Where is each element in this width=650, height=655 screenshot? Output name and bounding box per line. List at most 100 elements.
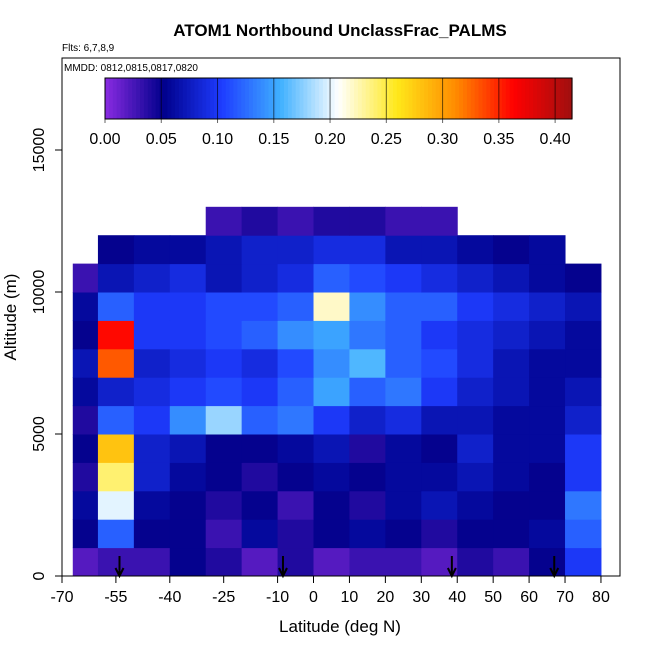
heatmap-cell <box>72 547 99 577</box>
colorbar-segment <box>295 78 301 119</box>
colorbar-segment <box>548 78 554 119</box>
colorbar-segment <box>217 78 223 119</box>
colorbar-segment <box>112 78 118 119</box>
colorbar-segment <box>175 78 180 119</box>
heatmap-cell <box>385 490 422 520</box>
colorbar-segment <box>447 78 452 119</box>
colorbar-segment <box>482 78 487 119</box>
colorbar-segment <box>272 78 277 119</box>
colorbar-segment <box>540 78 546 119</box>
colorbar-segment <box>494 78 499 119</box>
heatmap-cell <box>385 462 422 492</box>
colorbar-segment <box>404 78 410 119</box>
colorbar-segment <box>268 78 273 119</box>
heatmap-cell <box>133 547 171 577</box>
heatmap-cell <box>277 235 315 265</box>
colorbar-segment <box>459 78 464 119</box>
heatmap-cell <box>565 490 602 520</box>
colorbar-segment <box>400 78 406 119</box>
colorbar-segment <box>233 78 238 119</box>
x-tick-label: 70 <box>556 589 574 606</box>
heatmap-cell <box>493 348 530 378</box>
colorbar-segment <box>478 78 484 119</box>
colorbar-tick-label: 0.05 <box>146 131 177 148</box>
colorbar-tick-label: 0.20 <box>314 131 345 148</box>
x-tick-label: -25 <box>212 589 235 606</box>
heatmap-cell <box>169 320 207 350</box>
colorbar-tick-label: 0.25 <box>371 131 402 148</box>
colorbar-segment <box>486 78 491 119</box>
colorbar-tick-label: 0.10 <box>202 131 233 148</box>
colorbar-segment <box>501 78 507 119</box>
heatmap-cell <box>72 405 99 435</box>
heatmap-cell <box>97 292 135 321</box>
heatmap-cell <box>349 263 386 293</box>
heatmap-cell <box>457 462 494 492</box>
heatmap-cell <box>205 434 243 463</box>
colorbar-segment <box>533 78 538 119</box>
heatmap-cell <box>169 434 207 463</box>
heatmap-cell <box>529 405 566 435</box>
heatmap-cell <box>457 292 494 321</box>
colorbar-segment <box>365 78 371 119</box>
heatmap-cell <box>349 462 386 492</box>
colorbar-segment <box>105 78 110 119</box>
colorbar-segment <box>330 78 336 119</box>
heatmap-cell <box>421 320 458 350</box>
heatmap-cell <box>313 292 350 321</box>
heatmap-cell <box>529 320 566 350</box>
heatmap-cell <box>97 462 135 492</box>
heatmap-cell <box>313 462 350 492</box>
heatmap-cell <box>349 377 386 407</box>
heatmap-cell <box>205 263 243 293</box>
heatmap-cell <box>385 434 422 463</box>
colorbar-segment <box>439 78 445 119</box>
heatmap-cell <box>529 547 566 577</box>
colorbar-segment <box>202 78 207 119</box>
heatmap-cell <box>493 377 530 407</box>
colorbar-segment <box>171 78 176 119</box>
flight-marker <box>446 556 457 579</box>
x-tick-label: 40 <box>448 589 466 606</box>
plot-frame <box>61 57 621 577</box>
heatmap-cell <box>169 377 207 407</box>
colorbar-segment <box>178 78 184 119</box>
heatmap-cell <box>277 462 315 492</box>
heatmap-cell <box>313 320 350 350</box>
heatmap-cell <box>241 490 279 520</box>
colorbar-segment <box>299 78 305 119</box>
colorbar-segment <box>311 78 316 119</box>
colorbar-segment <box>303 78 308 119</box>
colorbar-segment <box>229 78 235 119</box>
colorbar-segment <box>544 78 550 119</box>
heatmap-cell <box>565 434 602 463</box>
colorbar-segment <box>498 78 503 119</box>
heatmap-cell <box>277 292 315 321</box>
heatmap-cell <box>421 405 458 435</box>
colorbar-segment <box>276 78 281 119</box>
colorbar-segment <box>389 78 394 119</box>
colorbar-tick-label: 0.00 <box>89 131 120 148</box>
heatmap-cell <box>97 547 135 577</box>
colorbar-segment <box>245 78 250 119</box>
heatmap-cell <box>493 519 530 549</box>
heatmap-cell <box>205 320 243 350</box>
heatmap-cell <box>241 263 279 293</box>
colorbar-segment <box>451 78 456 119</box>
heatmap-cell <box>72 434 99 463</box>
colorbar-segment <box>536 78 542 119</box>
heatmap-cell <box>457 519 494 549</box>
colorbar-segment <box>291 78 297 119</box>
heatmap-cell <box>529 292 566 321</box>
colorbar-segment <box>319 78 324 119</box>
colorbar-segment <box>350 78 355 119</box>
heatmap-cell <box>421 490 458 520</box>
heatmap-cell <box>72 320 99 350</box>
heatmap-cell <box>277 405 315 435</box>
colorbar-segment <box>381 78 386 119</box>
heatmap-cell <box>529 462 566 492</box>
heatmap-cell <box>97 320 135 350</box>
colorbar-segment <box>354 78 359 119</box>
x-tick-label: 60 <box>520 589 538 606</box>
heatmap-cell <box>349 519 386 549</box>
